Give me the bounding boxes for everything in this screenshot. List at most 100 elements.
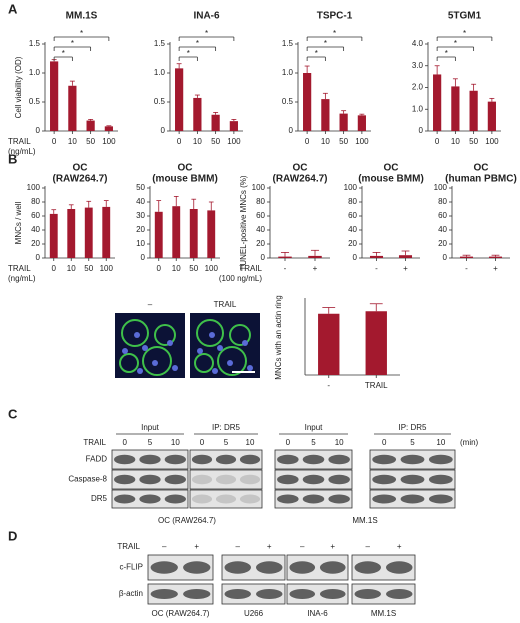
band — [372, 474, 397, 485]
y-tick-label: 60 — [348, 211, 357, 220]
y-tick-label: 0.5 — [282, 97, 294, 106]
bar — [193, 97, 202, 131]
chart-title: OC — [293, 163, 308, 174]
band — [277, 474, 299, 485]
band — [372, 494, 397, 504]
group-label: IP: DR5 — [398, 423, 427, 432]
bar — [86, 120, 95, 131]
row-label: TRAIL — [8, 137, 31, 146]
actin-ring — [196, 319, 224, 347]
row-label: c-FLIP — [119, 563, 143, 572]
y-tick-label: 1.5 — [154, 39, 166, 48]
band — [239, 494, 261, 504]
lane-label: + — [397, 542, 402, 551]
nucleus — [247, 365, 253, 371]
actin-ring — [119, 353, 139, 373]
y-tick-label: 60 — [31, 211, 40, 220]
bar — [189, 209, 198, 258]
significance-mark: * — [205, 29, 208, 38]
bar — [154, 211, 163, 258]
bar — [49, 213, 58, 258]
nucleus — [137, 368, 143, 374]
row-label: Caspase-8 — [68, 475, 107, 484]
y-tick-label: 80 — [348, 197, 357, 206]
x-tick-label: 0 — [52, 264, 57, 273]
micrograph-label: – — [148, 300, 153, 309]
bar — [321, 99, 330, 131]
nucleus — [212, 368, 218, 374]
significance-mark: * — [187, 49, 190, 58]
y-tick-label: 3.0 — [412, 61, 424, 70]
bar — [172, 206, 181, 258]
blot-caption: INA-6 — [307, 609, 328, 618]
y-tick-label: 1.0 — [154, 68, 166, 77]
band — [239, 474, 261, 485]
nucleus — [167, 340, 173, 346]
band — [386, 561, 413, 574]
actin-ring — [229, 324, 251, 346]
lane-label: 5 — [311, 438, 316, 447]
y-tick-label: 40 — [348, 225, 357, 234]
y-tick-label: 30 — [136, 211, 145, 220]
y-tick-label: 40 — [136, 197, 145, 206]
panel-label: C — [8, 406, 18, 421]
y-tick-label: 100 — [27, 183, 41, 192]
band — [164, 474, 186, 485]
y-tick-label: 0.5 — [29, 97, 41, 106]
band — [319, 561, 346, 574]
x-tick-label: 100 — [485, 137, 499, 146]
band — [256, 589, 283, 599]
x-tick-label: 100 — [227, 137, 241, 146]
y-axis-label: MNCs / well — [14, 201, 23, 244]
nucleus — [142, 345, 148, 351]
actin-ring — [194, 353, 214, 373]
y-tick-label: 20 — [31, 239, 40, 248]
x-tick-label: 10 — [321, 137, 330, 146]
actin-ring — [121, 319, 149, 347]
band — [256, 561, 283, 574]
chart-title: OC — [73, 163, 88, 174]
blot-caption: MM.1S — [352, 516, 377, 525]
treatment-label: TRAIL — [83, 438, 106, 447]
actin-ring — [142, 346, 172, 376]
bar — [357, 115, 366, 131]
y-tick-label: 60 — [256, 211, 265, 220]
band — [191, 474, 213, 485]
band — [183, 561, 211, 574]
actin-ring — [154, 324, 176, 346]
nucleus — [227, 360, 233, 366]
band — [400, 454, 425, 465]
bar — [398, 255, 413, 258]
band — [428, 494, 453, 504]
y-axis-label: TUNEL-positive MNCs (%) — [239, 175, 248, 270]
blot-caption: OC (RAW264.7) — [158, 516, 216, 525]
y-tick-label: 0 — [261, 253, 266, 262]
lane-label: 5 — [410, 438, 415, 447]
micrograph-label: TRAIL — [214, 300, 237, 309]
y-tick-label: 40 — [256, 225, 265, 234]
band — [302, 494, 325, 504]
lane-label: 10 — [246, 438, 255, 447]
blot-caption: U266 — [244, 609, 264, 618]
y-tick-label: 60 — [438, 211, 447, 220]
y-tick-label: 1.5 — [29, 39, 41, 48]
x-tick-label: - — [465, 264, 468, 273]
y-tick-label: 50 — [136, 183, 145, 192]
chart-subtitle: (mouse BMM) — [152, 174, 218, 185]
y-tick-label: 10 — [136, 239, 145, 248]
y-tick-label: 0 — [36, 253, 41, 262]
band — [302, 454, 325, 465]
row-label: TRAIL — [239, 264, 262, 273]
chart-subtitle: (RAW264.7) — [272, 174, 327, 185]
significance-mark: * — [463, 29, 466, 38]
y-tick-label: 100 — [344, 183, 358, 192]
band — [191, 494, 213, 504]
band — [239, 454, 261, 465]
chart-subtitle: (RAW264.7) — [52, 174, 107, 185]
row-label: FADD — [86, 455, 108, 464]
band — [319, 589, 346, 599]
nucleus — [197, 348, 203, 354]
chart-subtitle: (human PBMC) — [445, 174, 517, 185]
band — [354, 561, 381, 574]
